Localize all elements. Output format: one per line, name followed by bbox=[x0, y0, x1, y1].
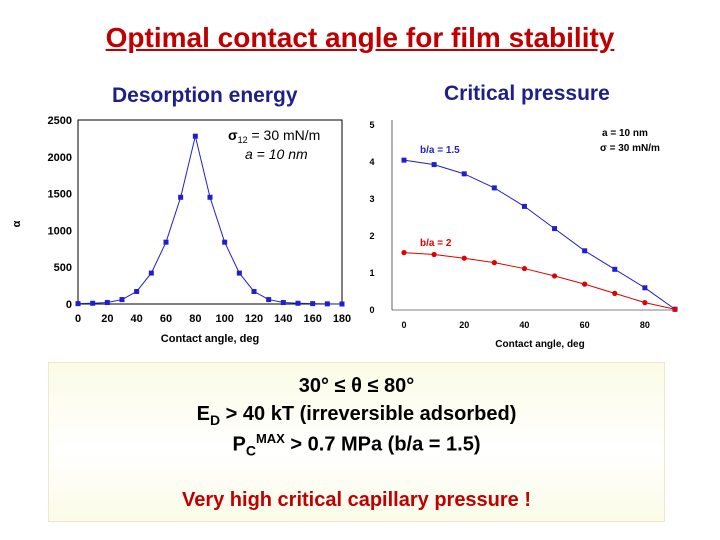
data-point bbox=[672, 306, 678, 312]
summary-angle-range: 30° ≤ θ ≤ 80° bbox=[298, 375, 415, 397]
data-point bbox=[521, 203, 527, 209]
y-axis-mark: α bbox=[11, 220, 23, 227]
plot-frame bbox=[77, 119, 343, 305]
series-label-ba-1-5: b/a = 1.5 bbox=[420, 145, 460, 156]
x-tick-label: 0 bbox=[401, 320, 406, 330]
y-tick-label: 0 bbox=[66, 299, 72, 311]
x-axis-label: Contact angle, deg bbox=[495, 339, 584, 350]
y-tick-label: 1000 bbox=[48, 225, 72, 237]
data-point bbox=[461, 171, 467, 177]
data-point bbox=[582, 248, 588, 254]
x-tick-label: 160 bbox=[303, 313, 321, 325]
y-tick-label: 2500 bbox=[48, 115, 72, 127]
x-tick-label: 20 bbox=[101, 313, 113, 325]
x-tick-label: 60 bbox=[580, 320, 590, 330]
data-point bbox=[75, 301, 81, 307]
data-point bbox=[612, 290, 618, 296]
y-tick-label: 4 bbox=[369, 157, 374, 167]
x-tick-label: 80 bbox=[640, 320, 650, 330]
series-label-ba-2: b/a = 2 bbox=[420, 238, 452, 249]
data-point bbox=[551, 273, 558, 279]
data-point bbox=[552, 226, 558, 232]
data-point bbox=[521, 265, 528, 272]
y-tick-label: 0 bbox=[369, 305, 374, 315]
data-point bbox=[642, 285, 648, 291]
data-point bbox=[104, 300, 110, 306]
critical-pressure-chart: Contact angle, deg 0 20 40 60 80 0 1 2 3 4 5 b/a =… bbox=[369, 120, 678, 350]
annotation-surface-tension: σ12 = 30 mN/m bbox=[228, 127, 320, 145]
data-point bbox=[431, 251, 437, 258]
data-point bbox=[90, 300, 96, 306]
series-line bbox=[403, 159, 676, 310]
summary-box: 30° ≤ θ ≤ 80° ED > 40 kT (irreversible a… bbox=[48, 362, 665, 522]
right-chart-heading: Critical pressure bbox=[444, 82, 610, 105]
annotation-particle-radius: a = 10 nm bbox=[245, 146, 308, 162]
y-tick-label: 1500 bbox=[48, 189, 72, 201]
data-point bbox=[401, 250, 407, 256]
data-point bbox=[582, 281, 588, 287]
data-point bbox=[642, 300, 648, 306]
data-point bbox=[207, 194, 213, 200]
data-point bbox=[461, 255, 467, 261]
x-tick-label: 20 bbox=[459, 320, 469, 330]
data-point bbox=[310, 301, 316, 307]
data-point bbox=[236, 270, 242, 276]
left-chart-heading: Desorption energy bbox=[112, 84, 298, 107]
data-point bbox=[339, 301, 345, 307]
data-point bbox=[431, 162, 437, 168]
desorption-energy-chart: α Contact angle, deg 0 20 40 60 80 100 120 140 1… bbox=[11, 115, 351, 345]
data-point bbox=[134, 288, 140, 294]
annotation-particle-radius: a = 10 nm bbox=[602, 128, 648, 139]
x-tick-label: 120 bbox=[245, 313, 263, 325]
summary-conclusion: Very high critical capillary pressure ! bbox=[181, 489, 532, 511]
x-tick-label: 40 bbox=[519, 320, 529, 330]
data-point bbox=[612, 266, 618, 272]
x-axis-label: Contact angle, deg bbox=[161, 333, 259, 345]
data-point bbox=[401, 157, 407, 163]
y-tick-label: 5 bbox=[369, 120, 374, 130]
data-point bbox=[251, 288, 257, 294]
data-point bbox=[491, 260, 497, 266]
data-point bbox=[192, 133, 198, 139]
data-point bbox=[491, 185, 497, 191]
y-tick-label: 1 bbox=[369, 268, 374, 278]
annotation-surface-tension: σ = 30 mN/m bbox=[600, 143, 660, 154]
x-tick-label: 60 bbox=[160, 313, 172, 325]
data-point bbox=[163, 239, 169, 245]
charts-canvas: α Contact angle, deg 0 20 40 60 80 100 120 140 1… bbox=[11, 115, 678, 350]
series-line bbox=[403, 252, 676, 310]
x-tick-label: 0 bbox=[75, 313, 81, 325]
data-point bbox=[119, 297, 125, 303]
x-tick-label: 80 bbox=[189, 313, 201, 325]
x-tick-label: 40 bbox=[131, 313, 143, 325]
y-tick-label: 2000 bbox=[48, 152, 72, 164]
y-tick-label: 2 bbox=[369, 231, 374, 241]
data-point bbox=[178, 194, 184, 200]
data-point bbox=[295, 300, 301, 306]
data-point bbox=[280, 300, 286, 306]
y-tick-label: 3 bbox=[369, 194, 374, 204]
x-tick-label: 100 bbox=[215, 313, 233, 325]
data-point bbox=[324, 301, 330, 307]
y-tick-label: 500 bbox=[54, 262, 72, 274]
x-tick-label: 180 bbox=[333, 313, 351, 325]
x-tick-label: 140 bbox=[274, 313, 292, 325]
data-point bbox=[148, 270, 154, 276]
data-point bbox=[222, 239, 228, 245]
summary-desorption-energy: ED > 40 kT (irreversible adsorbed) bbox=[196, 403, 517, 428]
slide-title: Optimal contact angle for film stability bbox=[105, 22, 615, 53]
data-point bbox=[266, 297, 272, 303]
summary-critical-pressure: PCMAX > 0.7 MPa (b/a = 1.5) bbox=[232, 431, 481, 459]
